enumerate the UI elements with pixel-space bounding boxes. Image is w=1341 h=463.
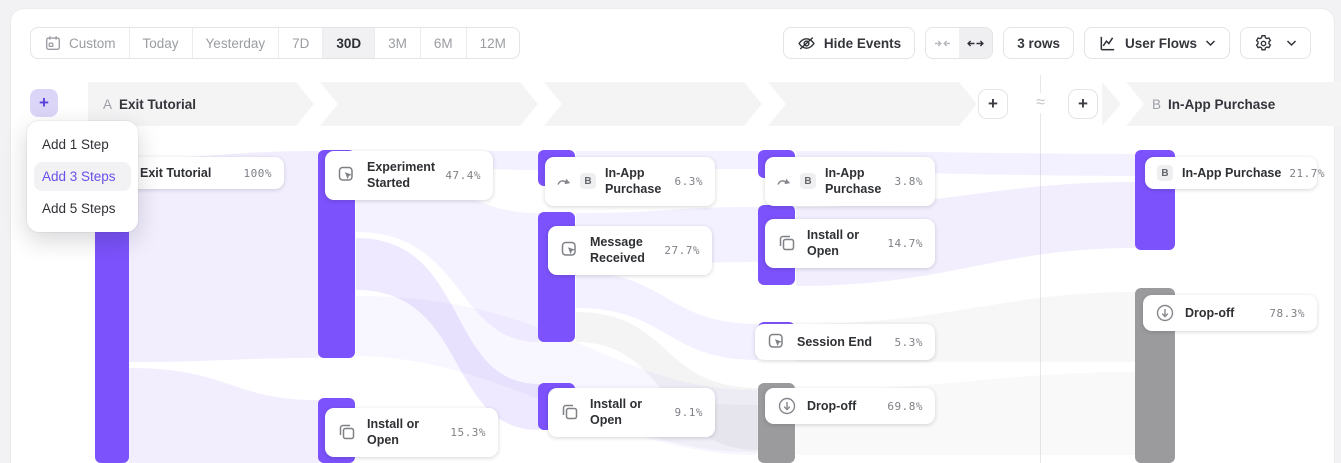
view-selector-button[interactable]: User Flows — [1083, 27, 1230, 59]
hide-events-label: Hide Events — [823, 35, 902, 51]
step-b-badge: B — [800, 173, 816, 190]
menu-item-add-3-steps[interactable]: Add 3 Steps — [34, 162, 131, 191]
rows-button[interactable]: 3 rows — [1003, 27, 1074, 59]
step-b-header[interactable]: B In-App Purchase — [1152, 82, 1275, 126]
approx-separator: ≈ — [1030, 93, 1051, 113]
step-b-badge: B — [1157, 165, 1173, 182]
node-message-received[interactable]: Message Received 27.7% — [548, 226, 712, 275]
expand-arrows-icon — [967, 38, 985, 49]
date-range-3m[interactable]: 3M — [375, 28, 421, 58]
node-install-or-open-0[interactable]: Install or Open 15.3% — [325, 408, 498, 457]
node-title: Experiment Started — [367, 160, 436, 191]
chevron-down-icon — [1286, 39, 1297, 47]
date-range-today[interactable]: Today — [130, 28, 193, 58]
step-a-header[interactable]: A Exit Tutorial — [103, 82, 196, 126]
step-band-segment[interactable] — [544, 82, 762, 126]
node-title: In-App Purchase — [825, 166, 882, 197]
collapse-arrows-icon — [934, 38, 951, 49]
node-title: In-App Purchase — [605, 166, 662, 197]
install-icon — [777, 233, 797, 253]
step-band-segment[interactable] — [320, 82, 538, 126]
node-title: Message Received — [590, 235, 645, 266]
custom-event-icon — [767, 332, 787, 352]
settings-button[interactable] — [1240, 27, 1311, 59]
menu-item-add-1-step[interactable]: Add 1 Step — [42, 137, 109, 152]
node-percent: 100% — [243, 166, 272, 180]
add-step-menu: Add 1 Step Add 3 Steps Add 5 Steps — [27, 121, 138, 232]
node-drop-off-2[interactable]: Drop-off 78.3% — [1143, 295, 1317, 331]
drop-off-icon — [1155, 303, 1175, 323]
node-title: Drop-off — [1185, 305, 1235, 320]
node-drop-off-1[interactable]: Drop-off 69.8% — [765, 388, 935, 424]
node-percent: 14.7% — [887, 236, 923, 250]
step-band-segment[interactable] — [1126, 82, 1341, 126]
expand-width-button[interactable] — [959, 28, 993, 58]
date-range-6m[interactable]: 6M — [421, 28, 467, 58]
node-percent: 27.7% — [664, 243, 700, 257]
date-range-12m[interactable]: 12M — [479, 35, 506, 51]
date-range-yesterday[interactable]: Yesterday — [193, 28, 280, 58]
node-session-end[interactable]: Session End 5.3% — [755, 324, 935, 360]
line-chart-icon — [1098, 34, 1117, 53]
node-percent: 9.1% — [674, 405, 703, 419]
custom-event-icon — [337, 165, 357, 185]
hide-events-button[interactable]: Hide Events — [782, 27, 916, 59]
node-percent: 3.8% — [894, 174, 923, 188]
node-in-app-purchase-2[interactable]: B In-App Purchase 3.8% — [765, 157, 935, 206]
node-in-app-purchase-1[interactable]: B In-App Purchase 6.3% — [545, 157, 715, 206]
node-percent: 15.3% — [450, 425, 486, 439]
node-percent: 47.4% — [445, 168, 481, 182]
step-a-letter: A — [103, 96, 113, 112]
step-b-letter: B — [1152, 96, 1162, 112]
node-title: In-App Purchase — [1182, 166, 1282, 180]
node-percent: 5.3% — [894, 335, 923, 349]
rows-label: 3 rows — [1017, 35, 1060, 51]
step-b-badge: B — [580, 173, 596, 190]
toolbar-actions: Hide Events 3 rows User Flows — [782, 27, 1311, 59]
node-title: Drop-off — [807, 398, 857, 413]
node-in-app-purchase-3[interactable]: B In-App Purchase 21.7% — [1145, 157, 1324, 190]
install-icon — [337, 422, 357, 442]
node-title: Install or Open — [590, 397, 643, 428]
step-band-segment[interactable] — [768, 82, 977, 126]
add-step-button-a[interactable]: + — [30, 89, 58, 117]
node-title: Install or Open — [367, 417, 420, 448]
date-range-custom[interactable]: Custom — [31, 28, 130, 58]
node-title: Install or Open — [807, 228, 860, 259]
flow-section-divider — [1040, 75, 1041, 463]
node-experiment-started[interactable]: Experiment Started 47.4% — [325, 151, 493, 200]
width-toggle — [925, 27, 994, 59]
chevron-down-icon — [1205, 39, 1216, 47]
node-title: Session End — [797, 334, 873, 349]
date-range-30d[interactable]: 30D — [323, 28, 376, 58]
step-a-name: Exit Tutorial — [119, 96, 197, 112]
gear-icon — [1254, 34, 1273, 53]
date-range-7d[interactable]: 7D — [279, 28, 324, 58]
node-exit-tutorial[interactable]: Exit Tutorial 100% — [128, 157, 284, 190]
step-band-segment[interactable] — [88, 82, 314, 126]
eye-off-icon — [797, 34, 816, 53]
install-icon — [560, 402, 580, 422]
collapse-width-button[interactable] — [926, 28, 959, 58]
node-percent: 6.3% — [674, 174, 703, 188]
milestone-arrow-icon — [557, 175, 572, 187]
calendar-icon — [44, 34, 62, 52]
menu-item-add-5-steps[interactable]: Add 5 Steps — [42, 201, 116, 216]
milestone-arrow-icon — [777, 175, 792, 187]
custom-event-icon — [560, 240, 580, 260]
node-percent: 21.7% — [1289, 166, 1325, 180]
node-install-or-open-1[interactable]: Install or Open 9.1% — [548, 388, 715, 437]
date-range-control: Custom Today Yesterday 7D 30D 3M 6M 12M — [30, 27, 520, 59]
node-percent: 78.3% — [1269, 306, 1305, 320]
add-step-button-mid[interactable]: + — [978, 89, 1008, 119]
drop-off-icon — [777, 396, 797, 416]
step-b-name: In-App Purchase — [1168, 96, 1276, 112]
node-title: Exit Tutorial — [140, 166, 212, 180]
node-install-or-open-2[interactable]: Install or Open 14.7% — [765, 219, 935, 268]
add-step-button-b[interactable]: + — [1068, 89, 1098, 119]
date-range-label: Custom — [69, 35, 116, 51]
node-percent: 69.8% — [887, 399, 923, 413]
view-selector-label: User Flows — [1124, 35, 1197, 51]
